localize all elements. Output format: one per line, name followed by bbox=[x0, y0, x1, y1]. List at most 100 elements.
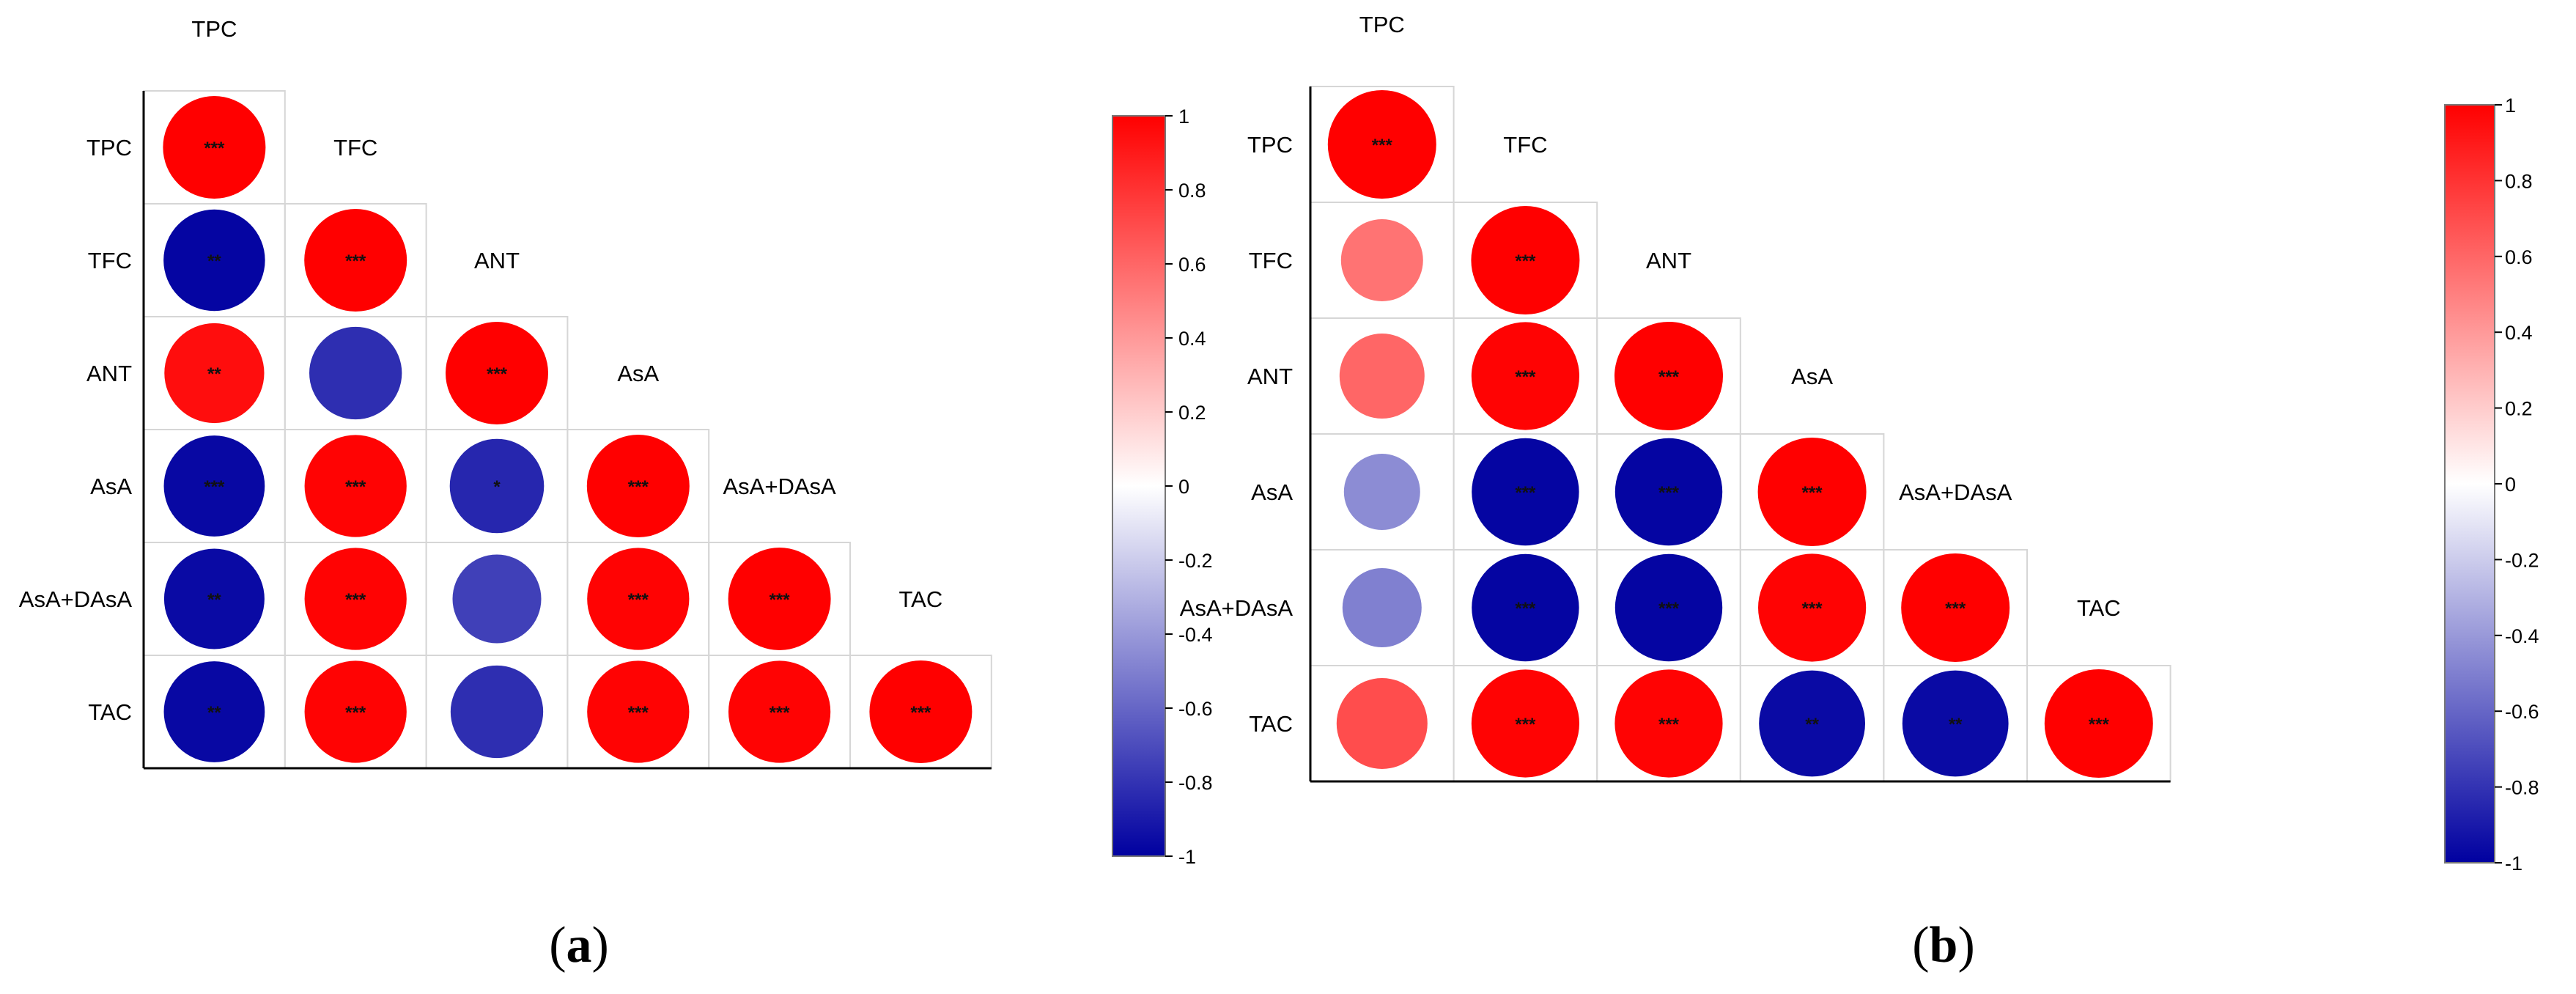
panel-b-sig-asa-dasa-asa: *** bbox=[1802, 599, 1823, 619]
panel-a-caption: (a) bbox=[549, 917, 609, 973]
panel-a-circle-asa-asa bbox=[586, 435, 690, 537]
panel-b-circle-asa-dasa-asa bbox=[1758, 553, 1867, 662]
panel-a-circle-tfc-tfc bbox=[304, 209, 407, 312]
panel-a-column-label-asa: AsA bbox=[617, 361, 659, 386]
panel-a-colorbar-tick-label: 1 bbox=[1178, 106, 1189, 128]
panel-a-circle-tac-tac bbox=[869, 660, 973, 763]
panel-b-circle-tfc-tpc bbox=[1340, 219, 1423, 301]
panel-b-circle-ant-ant bbox=[1614, 322, 1723, 430]
panel-b-colorbar-tick-label: 0.8 bbox=[2505, 170, 2533, 192]
panel-b-row-label-asa-dasa: AsA+DAsA bbox=[1180, 595, 1293, 621]
panel-b-circle-asa-asa bbox=[1757, 438, 1867, 546]
panel-b-sig-tac-ant: *** bbox=[1658, 715, 1680, 735]
panel-b-sig-tac-tac: *** bbox=[2089, 715, 2110, 735]
panel-a-sig-tfc-tfc: *** bbox=[345, 251, 366, 271]
panel-a-row-label-ant: ANT bbox=[86, 361, 132, 386]
panel-a-column-label-asa-dasa: AsA+DAsA bbox=[723, 474, 836, 499]
panel-a-column-label-tfc: TFC bbox=[333, 135, 377, 161]
panel-a-row-label-asa-dasa: AsA+DAsA bbox=[19, 586, 133, 612]
panel-a-colorbar-tick-label: -0.6 bbox=[1178, 698, 1213, 720]
panel-a-colorbar-tick-label: 0.6 bbox=[1178, 254, 1206, 276]
panel-b-row-label-ant: ANT bbox=[1247, 364, 1293, 389]
panel-a-colorbar-tick-label: -1 bbox=[1178, 846, 1196, 868]
panel-a-sig-tac-asa-dasa: *** bbox=[770, 703, 791, 723]
panel-b-sig-tac-asa: ** bbox=[1805, 715, 1819, 735]
panel-b-letter: b bbox=[1930, 917, 1958, 973]
panel-b-column-label-tpc: TPC bbox=[1359, 12, 1405, 37]
panel-b-sig-ant-ant: *** bbox=[1658, 367, 1680, 387]
panel-b-colorbar-tick-label: 0.4 bbox=[2505, 322, 2533, 344]
panel-a-colorbar-tick-label: -0.2 bbox=[1178, 550, 1213, 572]
panel-b-sig-asa-dasa-ant: *** bbox=[1658, 599, 1680, 619]
panel-a-column-label-tac: TAC bbox=[899, 586, 943, 612]
panel-a-sig-tfc-tpc: ** bbox=[207, 251, 221, 271]
panel-b-colorbar-tick-label: 0.2 bbox=[2505, 398, 2533, 420]
panel-b-sig-tac-tfc: *** bbox=[1515, 715, 1536, 735]
panel-b-column-label-ant: ANT bbox=[1646, 248, 1691, 273]
panel-a-circle-asa-dasa-ant bbox=[452, 554, 542, 644]
panel-b-circle-asa-tfc bbox=[1472, 438, 1579, 546]
panel-a-sig-tac-tfc: *** bbox=[345, 703, 366, 723]
panel-a-sig-asa-asa: *** bbox=[628, 477, 649, 497]
panel-a-circle-asa-tfc bbox=[304, 435, 407, 537]
panel-a-row-label-tac: TAC bbox=[88, 699, 132, 725]
panel-b-colorbar-tick-label: -0.2 bbox=[2505, 549, 2539, 571]
panel-a-sig-tac-asa: *** bbox=[628, 703, 649, 723]
panel-a-circle-ant-tpc bbox=[164, 323, 265, 424]
panel-b-sig-tac-asa-dasa: ** bbox=[1949, 715, 1963, 735]
panel-a-sig-asa-dasa-asa: *** bbox=[628, 590, 649, 610]
panel-b-colorbar-tick-label: -0.4 bbox=[2505, 625, 2539, 647]
correlation-panel-a: TPC TPC TFC TFC ANT ANT AsA AsA AsA+DAsA AsA+DAsA… bbox=[19, 16, 1213, 868]
panel-a-column-label-tpc: TPC bbox=[191, 16, 237, 42]
panel-a-circle-ant-ant bbox=[446, 322, 548, 424]
panel-b-circle-asa-ant bbox=[1614, 438, 1723, 546]
panel-a-circle-tac-tfc bbox=[304, 660, 407, 763]
panel-a-sig-asa-dasa-tfc: *** bbox=[345, 590, 366, 610]
panel-b-circle-tac-asa bbox=[1759, 670, 1866, 777]
panel-b-column-label-asa-dasa: AsA+DAsA bbox=[1899, 479, 2012, 505]
panel-b-sig-asa-asa: *** bbox=[1802, 483, 1823, 503]
panel-a-circle-tfc-tpc bbox=[163, 209, 265, 312]
panel-b-sig-asa-dasa-asa-dasa: *** bbox=[1945, 599, 1966, 619]
panel-a-circle-asa-dasa-asa bbox=[587, 548, 690, 650]
panel-a-circle-tac-asa bbox=[587, 660, 690, 763]
panel-a-colorbar-tick-label: 0 bbox=[1178, 476, 1189, 498]
correlation-panel-b: TPC TPC TFC TFC ANT ANT AsA AsA AsA+DAsA AsA+DAsA… bbox=[1180, 12, 2539, 875]
panel-a-column-label-ant: ANT bbox=[474, 248, 520, 273]
panel-a-colorbar-tick-label: -0.4 bbox=[1178, 624, 1213, 646]
panel-b-circle-asa-dasa-tfc bbox=[1472, 553, 1579, 662]
panel-b-circle-asa-dasa-tpc bbox=[1342, 568, 1422, 647]
panel-b-circle-tac-tpc bbox=[1336, 678, 1428, 769]
panel-a-colorbar-tick-label: 0.4 bbox=[1178, 328, 1206, 350]
panel-b-sig-asa-tfc: *** bbox=[1515, 483, 1536, 503]
panel-a-colorbar-tick-label: 0.8 bbox=[1178, 180, 1206, 202]
panel-b-circle-tfc-tfc bbox=[1471, 206, 1580, 314]
panel-a-sig-asa-tpc: *** bbox=[204, 477, 225, 497]
panel-a-circle-asa-dasa-asa-dasa bbox=[728, 548, 831, 650]
panel-b-colorbar-tick-label: 0.6 bbox=[2505, 246, 2533, 268]
panel-b-sig-tpc-tpc: *** bbox=[1372, 136, 1393, 155]
panel-b-circle-tac-tac bbox=[2044, 669, 2153, 778]
panel-b-sig-ant-tfc: *** bbox=[1515, 367, 1536, 387]
panel-a-sig-tac-tac: *** bbox=[910, 703, 931, 723]
panel-a-circle-asa-dasa-tpc bbox=[163, 548, 265, 649]
panel-b-circle-asa-dasa-ant bbox=[1614, 553, 1723, 662]
panel-a-sig-tac-tpc: ** bbox=[207, 703, 221, 723]
panel-a-circle-asa-dasa-tfc bbox=[304, 548, 407, 650]
panel-a-circle-asa-tpc bbox=[163, 435, 265, 537]
panel-a-sig-asa-dasa-tpc: ** bbox=[207, 590, 221, 610]
panel-b-colorbar-tick-label: 1 bbox=[2505, 95, 2516, 117]
panel-b-circle-ant-tpc bbox=[1339, 334, 1425, 419]
panel-a-circle-tac-tpc bbox=[163, 661, 265, 762]
panel-b-sig-tfc-tfc: *** bbox=[1515, 251, 1536, 271]
panel-b-row-label-tpc: TPC bbox=[1247, 132, 1293, 158]
panel-a-sig-asa-ant: * bbox=[493, 477, 501, 497]
panel-b-circle-tac-asa-dasa bbox=[1902, 670, 2009, 777]
panel-a-circle-tpc-tpc bbox=[163, 96, 266, 199]
panel-b-circle-asa-dasa-asa-dasa bbox=[1901, 553, 2010, 662]
panel-b-column-label-tfc: TFC bbox=[1503, 132, 1547, 158]
panel-a-sig-ant-ant: *** bbox=[487, 364, 508, 384]
panel-b-row-label-asa: AsA bbox=[1251, 479, 1293, 505]
panel-a-sig-tpc-tpc: *** bbox=[204, 139, 225, 158]
